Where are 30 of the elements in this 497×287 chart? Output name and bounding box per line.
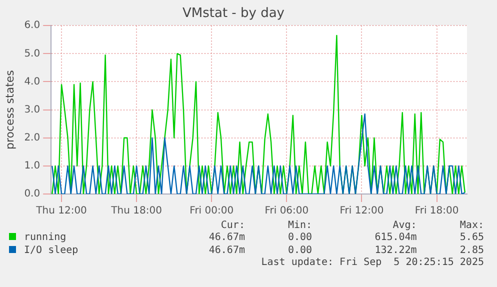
x-tick-label: Fri 18:00 — [414, 206, 459, 217]
text: Min: — [286, 220, 314, 231]
text: 5.65 — [458, 231, 485, 244]
text: Avg: — [392, 220, 418, 231]
x-tick-label: Fri 12:00 — [340, 206, 384, 217]
text: Cur: — [220, 220, 246, 231]
legend-label: I/O sleep — [23, 244, 80, 257]
y-axis-title: process states — [3, 70, 16, 150]
y-tick-label: 0.0 — [24, 188, 40, 200]
text: Last update: Fri Sep 5 20:25:15 2025 — [260, 257, 485, 268]
y-tick-label: 6.0 — [24, 20, 40, 32]
text: 2.85 — [458, 244, 485, 257]
text: 46.67m — [208, 231, 246, 244]
x-tick-label: Thu 12:00 — [35, 206, 87, 217]
x-tick-label: Thu 18:00 — [110, 206, 162, 217]
text: 46.67m — [208, 244, 246, 257]
y-tick-label: 3.0 — [24, 104, 40, 116]
text: 0.00 — [286, 244, 314, 257]
legend-label: running — [23, 231, 68, 244]
y-tick-label: 5.0 — [24, 48, 40, 60]
text: 615.04m — [374, 231, 418, 244]
x-tick-label: Fri 06:00 — [264, 206, 309, 217]
y-tick-label: 2.0 — [24, 132, 40, 144]
text: 0.00 — [286, 231, 314, 244]
text: 132.22m — [374, 244, 418, 257]
y-tick-label: 1.0 — [24, 160, 40, 172]
text: Max: — [458, 220, 485, 231]
chart-title: VMstat - by day — [182, 6, 285, 22]
y-tick-label: 4.0 — [24, 76, 40, 88]
x-tick-label: Fri 00:00 — [190, 206, 234, 217]
